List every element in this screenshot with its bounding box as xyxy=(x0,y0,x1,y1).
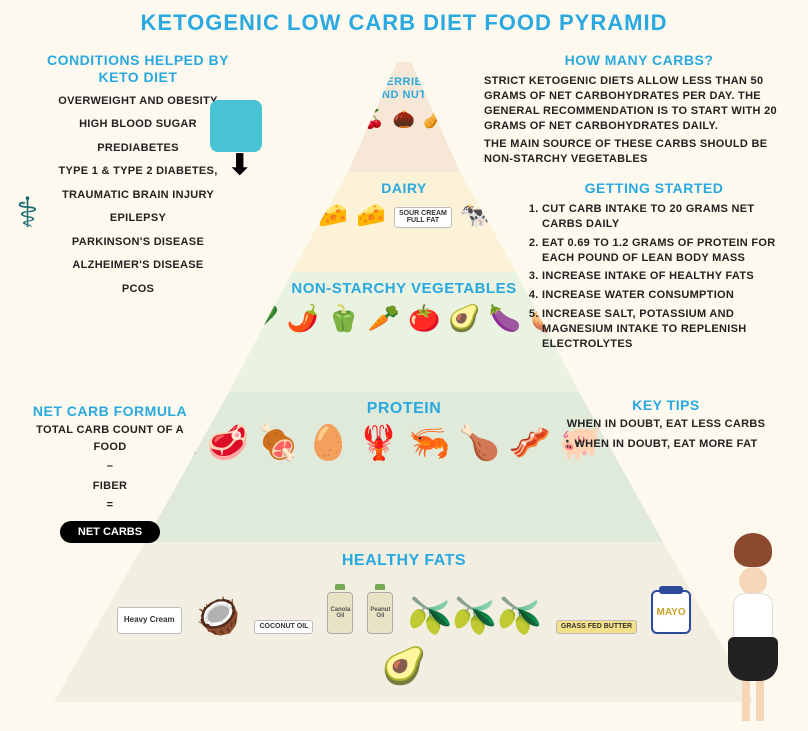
netcarb-minus: – xyxy=(20,458,200,475)
food-icon: 🍖 xyxy=(257,426,299,460)
heavy-cream-label: Heavy Cream xyxy=(117,607,182,634)
avocado-icon: 🥑 xyxy=(382,648,427,684)
caduceus-icon: ⚕ xyxy=(16,188,39,237)
food-icon: 🥓 xyxy=(509,426,551,460)
cheese-icon: 🧀 xyxy=(318,204,348,228)
tips-section: KEY TIPS WHEN IN DOUBT, EAT LESS CARBS W… xyxy=(566,394,766,455)
food-icon: 🍅 xyxy=(408,305,440,331)
olive-oil-icon: 🫒🫒🫒 xyxy=(407,598,541,634)
carbs-heading: HOW MANY CARBS? xyxy=(484,52,794,68)
list-item: TYPE 1 & TYPE 2 DIABETES, xyxy=(28,163,248,180)
food-icon: 🦞 xyxy=(358,426,400,460)
netcarb-line2: FIBER xyxy=(20,478,200,495)
food-icon: 🦐 xyxy=(408,426,450,460)
carbs-p1: STRICT KETOGENIC DIETS ALLOW LESS THAN 5… xyxy=(484,74,794,133)
list-item: PCOS xyxy=(28,281,248,298)
list-item: INCREASE WATER CONSUMPTION xyxy=(542,288,794,303)
tier-foods: Heavy Cream 🥥 COCONUT OIL Canola Oil Pea… xyxy=(54,570,754,684)
list-item: ALZHEIMER'S DISEASE xyxy=(28,257,248,274)
tip-1: WHEN IN DOUBT, EAT LESS CARBS xyxy=(566,416,766,433)
coconut-oil-label: COCONUT OIL xyxy=(254,620,313,634)
food-icon: 🍒 xyxy=(362,110,384,128)
food-icon: 🌰 xyxy=(393,110,415,128)
list-item: EPILEPSY xyxy=(28,210,248,227)
food-icon: 🥦 xyxy=(206,305,238,331)
netcarb-equals: = xyxy=(20,497,200,514)
getting-heading: GETTING STARTED xyxy=(514,180,794,196)
butter-label: GRASS FED BUTTER xyxy=(556,620,637,634)
tier-label: HEALTHY FATS xyxy=(54,542,754,570)
tips-heading: KEY TIPS xyxy=(566,397,766,413)
food-icon: 🍓 xyxy=(332,110,354,128)
list-item: INCREASE SALT, POTASSIUM AND MAGNESIUM I… xyxy=(542,307,794,352)
list-item: EAT 0.69 TO 1.2 GRAMS OF PROTEIN FOR EAC… xyxy=(542,236,794,266)
mayo-jar: MAYO xyxy=(651,590,691,634)
list-item: PARKINSON'S DISEASE xyxy=(28,234,248,251)
peanut-oil-bottle: Peanut Oil xyxy=(367,584,393,634)
carbs-p2: THE MAIN SOURCE OF THESE CARBS SHOULD BE… xyxy=(484,137,794,167)
list-item: INCREASE INTAKE OF HEALTHY FATS xyxy=(542,269,794,284)
getting-started-section: GETTING STARTED CUT CARB INTAKE TO 20 GR… xyxy=(514,180,794,356)
getting-list: CUT CARB INTAKE TO 20 GRAMS NET CARBS DA… xyxy=(514,202,794,352)
coconut-icon: 🥥 xyxy=(196,598,241,634)
netcarb-pill: NET CARBS xyxy=(60,521,160,543)
food-icon: 🌶️ xyxy=(287,305,319,331)
food-icon: 🫑 xyxy=(327,305,359,331)
food-icon: 🥩 xyxy=(207,426,249,460)
cow-icon: 🐄 xyxy=(460,204,490,228)
pyramid-tier-fats: HEALTHY FATS Heavy Cream 🥥 COCONUT OIL C… xyxy=(54,542,754,702)
net-carb-section: NET CARB FORMULA TOTAL CARB COUNT OF A F… xyxy=(20,400,200,546)
cheese-icon: 🧀 xyxy=(356,204,386,228)
list-item: CUT CARB INTAKE TO 20 GRAMS NET CARBS DA… xyxy=(542,202,794,232)
tip-2: WHEN IN DOUBT, EAT MORE FAT xyxy=(566,436,766,453)
page-title: KETOGENIC LOW CARB DIET FOOD PYRAMID xyxy=(0,0,808,36)
canola-oil-bottle: Canola Oil xyxy=(327,584,353,634)
woman-illustration xyxy=(708,565,798,721)
sour-cream-label: SOUR CREAM FULL FAT xyxy=(394,207,452,228)
netcarb-heading: NET CARB FORMULA xyxy=(20,403,200,419)
food-icon: 🥜 xyxy=(423,110,445,128)
carbs-section: HOW MANY CARBS? STRICT KETOGENIC DIETS A… xyxy=(484,52,794,171)
list-item: TRAUMATIC BRAIN INJURY xyxy=(28,187,248,204)
food-icon: 🍗 xyxy=(458,426,500,460)
food-icon: 🥚 xyxy=(307,426,349,460)
food-icon: 🥑 xyxy=(448,305,480,331)
conditions-section: CONDITIONS HELPED BY KETO DIET OVERWEIGH… xyxy=(28,52,248,304)
food-icon: 🥕 xyxy=(368,305,400,331)
netcarb-line1: TOTAL CARB COUNT OF A FOOD xyxy=(20,422,200,455)
conditions-heading: CONDITIONS HELPED BY KETO DIET xyxy=(28,52,248,86)
scale-icon xyxy=(210,100,262,152)
food-icon: 🍯 xyxy=(454,110,476,128)
food-icon: 🥬 xyxy=(166,305,198,331)
food-icon: 🥒 xyxy=(247,305,279,331)
